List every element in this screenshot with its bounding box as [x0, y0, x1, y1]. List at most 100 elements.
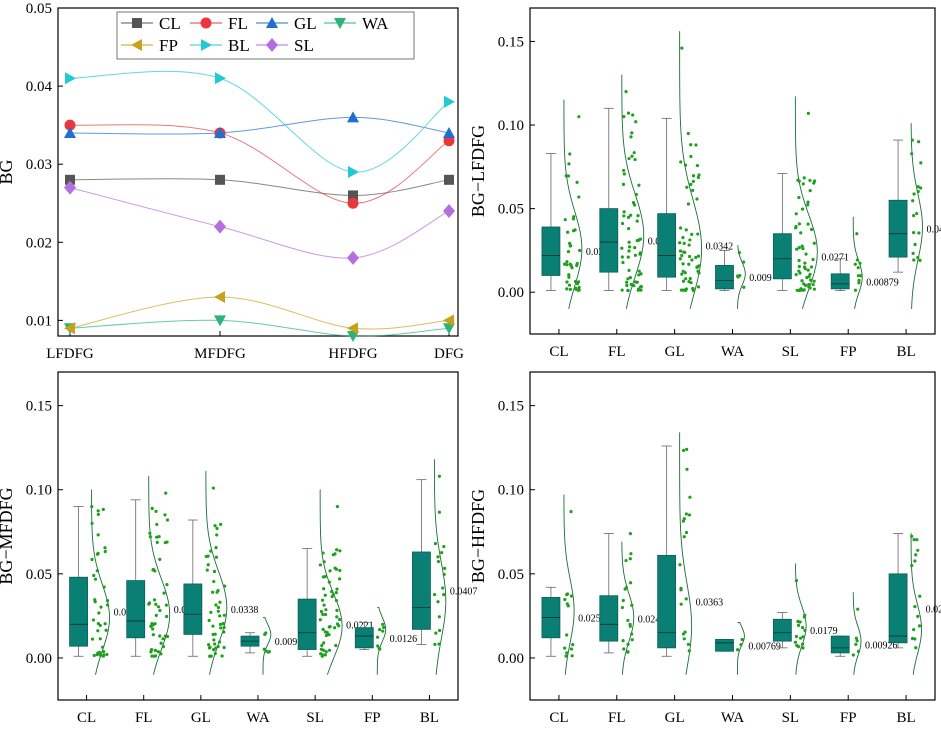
violin-curve-sl [794, 96, 818, 310]
data-point-sl [801, 247, 805, 251]
data-point-fp [856, 649, 861, 654]
data-point-bl [912, 537, 916, 542]
data-point-sl [327, 625, 331, 629]
data-point-fp [856, 607, 860, 611]
mean-label-bl: 0.0407 [450, 587, 478, 598]
data-point-sl [806, 268, 810, 272]
data-point-gl [691, 179, 695, 184]
data-point-sl [801, 182, 805, 186]
y-tick-label: 0.02 [26, 235, 52, 251]
data-point-gl [688, 238, 692, 242]
data-point-gl [683, 163, 688, 167]
y-tick-label: 0.10 [498, 118, 524, 134]
data-point-sl [793, 640, 798, 644]
data-point-sl [322, 603, 326, 607]
data-point-bl [918, 258, 922, 262]
data-point-wa [736, 275, 740, 279]
x-tick-label-bl: BL [420, 710, 439, 726]
data-point-gl [685, 185, 689, 189]
data-point-fl [627, 268, 631, 272]
data-point-cl-mfdfg [215, 174, 225, 185]
data-point-gl [212, 638, 216, 642]
data-point-cl [102, 585, 106, 589]
data-point-sl [319, 609, 324, 614]
data-point-fl [626, 255, 630, 259]
mean-label-gl: 0.0363 [696, 598, 724, 609]
data-point-fl [158, 557, 162, 561]
data-point-sl [799, 636, 803, 640]
data-point-sl [320, 643, 324, 648]
data-point-fp [382, 625, 386, 630]
data-point-bl [913, 242, 917, 247]
data-point-fl [637, 273, 641, 277]
data-point-fl [154, 613, 158, 617]
data-point-fl [630, 638, 634, 642]
data-point-fl [627, 156, 631, 161]
data-point-gl-mfdfg [214, 126, 226, 138]
data-point-gl [218, 640, 222, 644]
x-tick-label-gl: GL [665, 344, 685, 360]
data-point-gl [689, 182, 693, 186]
data-point-fp [858, 261, 862, 265]
data-point-fl [165, 518, 170, 522]
data-point-sl [318, 618, 322, 622]
legend-label-gl: GL [294, 14, 317, 33]
data-point-gl [684, 530, 689, 535]
mean-label-gl: 0.0338 [231, 605, 259, 616]
data-point-sl [324, 633, 329, 638]
data-point-gl [678, 257, 682, 261]
data-point-cl [565, 651, 569, 655]
box-fl [599, 595, 619, 642]
data-point-sl [807, 283, 811, 287]
data-point-fl [165, 540, 169, 544]
data-point-sl [796, 623, 801, 627]
data-point-fl [620, 221, 625, 226]
data-point-fl [150, 622, 154, 626]
legend-marker-gl [266, 17, 278, 28]
y-axis-label: BG [0, 159, 16, 184]
data-point-sl [812, 287, 817, 291]
y-tick-label: 0.10 [498, 483, 524, 499]
series-line-sl [69, 187, 450, 259]
data-point-wa [737, 251, 741, 255]
data-point-gl [208, 654, 212, 658]
data-point-bl [916, 189, 920, 194]
data-point-wa [742, 285, 746, 289]
data-point-gl [207, 618, 211, 623]
data-point-fl [157, 535, 161, 539]
data-point-sl [803, 261, 807, 265]
data-point-wa-mfdfg [214, 315, 226, 327]
data-point-gl [696, 254, 701, 258]
data-point-sl [323, 612, 328, 617]
data-point-sl [809, 265, 814, 269]
data-point-gl [694, 143, 698, 147]
x-tick-label-wa: WA [246, 710, 269, 726]
data-point-gl [215, 590, 219, 594]
data-point-cl [563, 218, 567, 222]
legend-label-fp: FP [159, 36, 178, 55]
box-fl [599, 208, 619, 273]
data-point-sl [322, 560, 326, 564]
data-point-fl [156, 650, 161, 654]
data-point-sl [798, 271, 802, 275]
data-point-sl [335, 615, 339, 619]
mean-label-fp: 0.0126 [390, 634, 418, 645]
data-point-fl [622, 647, 626, 651]
data-point-gl [682, 517, 686, 521]
data-point-gl [684, 597, 688, 601]
data-point-gl [696, 269, 700, 273]
data-point-cl [577, 280, 581, 284]
data-point-gl [684, 277, 688, 281]
data-point-gl [683, 250, 687, 254]
x-tick-label-sl: SL [782, 710, 800, 726]
data-point-cl [92, 573, 96, 578]
data-point-fl [624, 89, 628, 94]
data-point-gl [211, 590, 215, 594]
mean-label-bl: 0.0286 [926, 604, 941, 615]
data-point-fl [155, 540, 159, 544]
data-point-fl-dfg [443, 135, 455, 147]
x-tick-label-bl: BL [896, 710, 915, 726]
data-point-sl [335, 548, 339, 552]
mean-label-sl: 0.0271 [821, 252, 849, 263]
data-point-fl [626, 650, 630, 654]
